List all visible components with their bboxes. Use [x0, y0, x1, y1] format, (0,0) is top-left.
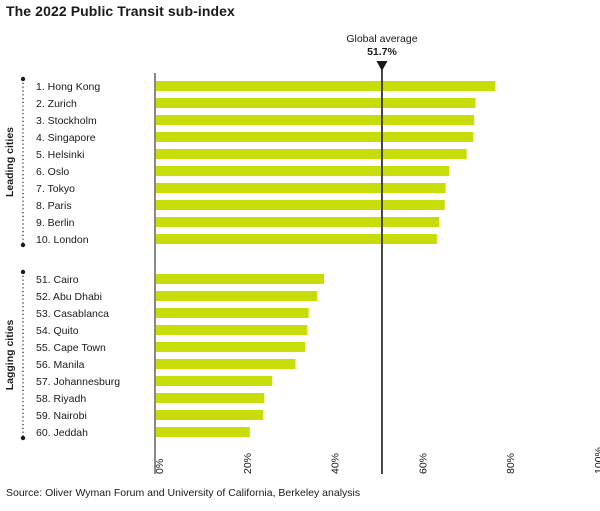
- x-tick-label: 60%: [417, 453, 429, 474]
- group-bracket-dot: [20, 76, 26, 82]
- category-label: 1. Hong Kong: [36, 81, 100, 93]
- x-tick-label: 0%: [154, 459, 166, 474]
- bar: [155, 115, 475, 125]
- group-bracket-dot: [20, 242, 26, 248]
- bar: [155, 81, 496, 91]
- chart-title: The 2022 Public Transit sub-index: [6, 3, 235, 19]
- bar: [155, 308, 309, 318]
- bar: [155, 98, 476, 108]
- bar: [155, 291, 317, 301]
- group-label: Lagging cities: [4, 320, 16, 391]
- category-label: 51. Cairo: [36, 274, 79, 286]
- reference-value: 51.7%: [367, 46, 397, 58]
- category-label: 8. Paris: [36, 200, 72, 212]
- x-tick-label: 100%: [593, 447, 600, 474]
- category-label: 4. Singapore: [36, 132, 96, 144]
- x-tick-label: 40%: [330, 453, 342, 474]
- category-label: 10. London: [36, 234, 89, 246]
- bar: [155, 427, 250, 437]
- bar: [155, 132, 474, 142]
- x-tick-label: 20%: [242, 453, 254, 474]
- category-label: 52. Abu Dhabi: [36, 291, 102, 303]
- bar: [155, 393, 265, 403]
- reference-label: Global average: [346, 33, 417, 45]
- bar: [155, 166, 450, 176]
- bar: [155, 274, 325, 284]
- category-label: 56. Manila: [36, 359, 85, 371]
- category-label: 5. Helsinki: [36, 149, 84, 161]
- bar: [155, 200, 445, 210]
- category-label: 7. Tokyo: [36, 183, 75, 195]
- bar: [155, 359, 296, 369]
- reference-marker-icon: [376, 61, 388, 71]
- bar: [155, 325, 308, 335]
- bar: [155, 342, 306, 352]
- category-label: 3. Stockholm: [36, 115, 97, 127]
- bar: [155, 217, 440, 227]
- bar: [155, 234, 437, 244]
- group-bracket-dot: [20, 435, 26, 441]
- group-bracket-dot: [20, 269, 26, 275]
- bar: [155, 183, 446, 193]
- bar: [155, 410, 263, 420]
- category-label: 59. Nairobi: [36, 410, 87, 422]
- category-label: 57. Johannesburg: [36, 376, 120, 388]
- x-tick-label: 80%: [505, 453, 517, 474]
- group-label: Leading cities: [4, 127, 16, 197]
- category-label: 9. Berlin: [36, 217, 75, 229]
- category-label: 54. Quito: [36, 325, 79, 337]
- source-note: Source: Oliver Wyman Forum and Universit…: [6, 487, 361, 499]
- bar: [155, 376, 273, 386]
- bar: [155, 149, 467, 159]
- category-label: 6. Oslo: [36, 166, 69, 178]
- category-label: 53. Casablanca: [36, 308, 109, 320]
- category-label: 2. Zurich: [36, 98, 77, 110]
- category-label: 58. Riyadh: [36, 393, 86, 405]
- category-label: 60. Jeddah: [36, 427, 88, 439]
- category-label: 55. Cape Town: [36, 342, 106, 354]
